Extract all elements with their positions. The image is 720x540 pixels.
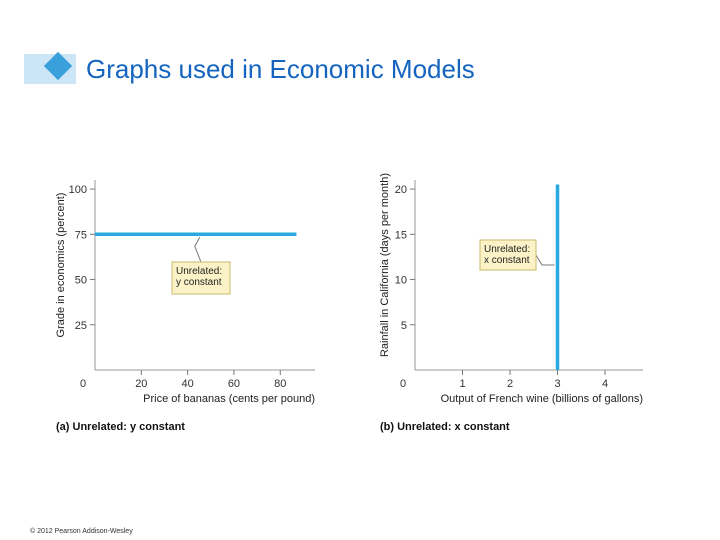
copyright-footer: © 2012 Pearson Addison-Wesley <box>30 528 133 535</box>
panel-b-x-axis-title: Output of French wine (billions of gallo… <box>441 393 643 405</box>
panel-a-y-tick-label: 100 <box>69 184 87 196</box>
panel-b-x-tick-label: 4 <box>602 378 608 390</box>
panel-a-callout-text: y constant <box>176 277 222 288</box>
panel-b-callout-text: Unrelated: <box>484 244 530 255</box>
panel-a-x-tick-label: 0 <box>80 378 86 390</box>
panel-b-callout-text: x constant <box>484 255 530 266</box>
panel-a-callout-leader <box>194 237 202 263</box>
panel-b-x-tick-label: 1 <box>459 378 465 390</box>
panel-b-y-tick-label: 15 <box>395 229 407 241</box>
panel-b-y-axis-title: Rainfall in California (days per month) <box>379 173 391 357</box>
panel-a-callout-box <box>171 261 231 295</box>
panel-a-x-tick-label: 80 <box>274 378 286 390</box>
panel-b-y-tick-label: 20 <box>395 184 407 196</box>
panel-a-x-tick-label: 60 <box>228 378 240 390</box>
panel-b-y-tick-label: 10 <box>395 275 407 287</box>
page-title: Graphs used in Economic Models <box>86 54 475 84</box>
panel-b-y-tick-label: 5 <box>401 320 407 332</box>
panel-a-y-tick-label: 50 <box>75 275 87 287</box>
panel-a-y-tick-label: 75 <box>75 229 87 241</box>
panel-b-x-tick-label: 2 <box>507 378 513 390</box>
panel-b-callout-box <box>479 239 537 271</box>
panel-a-y-tick-label: 25 <box>75 320 87 332</box>
panel-b-callout-leader <box>535 254 555 266</box>
panel-b-x-tick-label: 0 <box>400 378 406 390</box>
panel-b-x-tick-label: 3 <box>554 378 560 390</box>
panel-b-label: (b) Unrelated: x constant <box>380 421 510 433</box>
panel-a-x-axis-title: Price of bananas (cents per pound) <box>143 393 315 405</box>
panel-a-callout-text: Unrelated: <box>176 266 222 277</box>
panel-a-x-tick-label: 20 <box>135 378 147 390</box>
panel-a-y-axis-title: Grade in economics (percent) <box>55 193 67 338</box>
panel-a-x-tick-label: 40 <box>182 378 194 390</box>
panel-a-label: (a) Unrelated: y constant <box>56 421 185 433</box>
